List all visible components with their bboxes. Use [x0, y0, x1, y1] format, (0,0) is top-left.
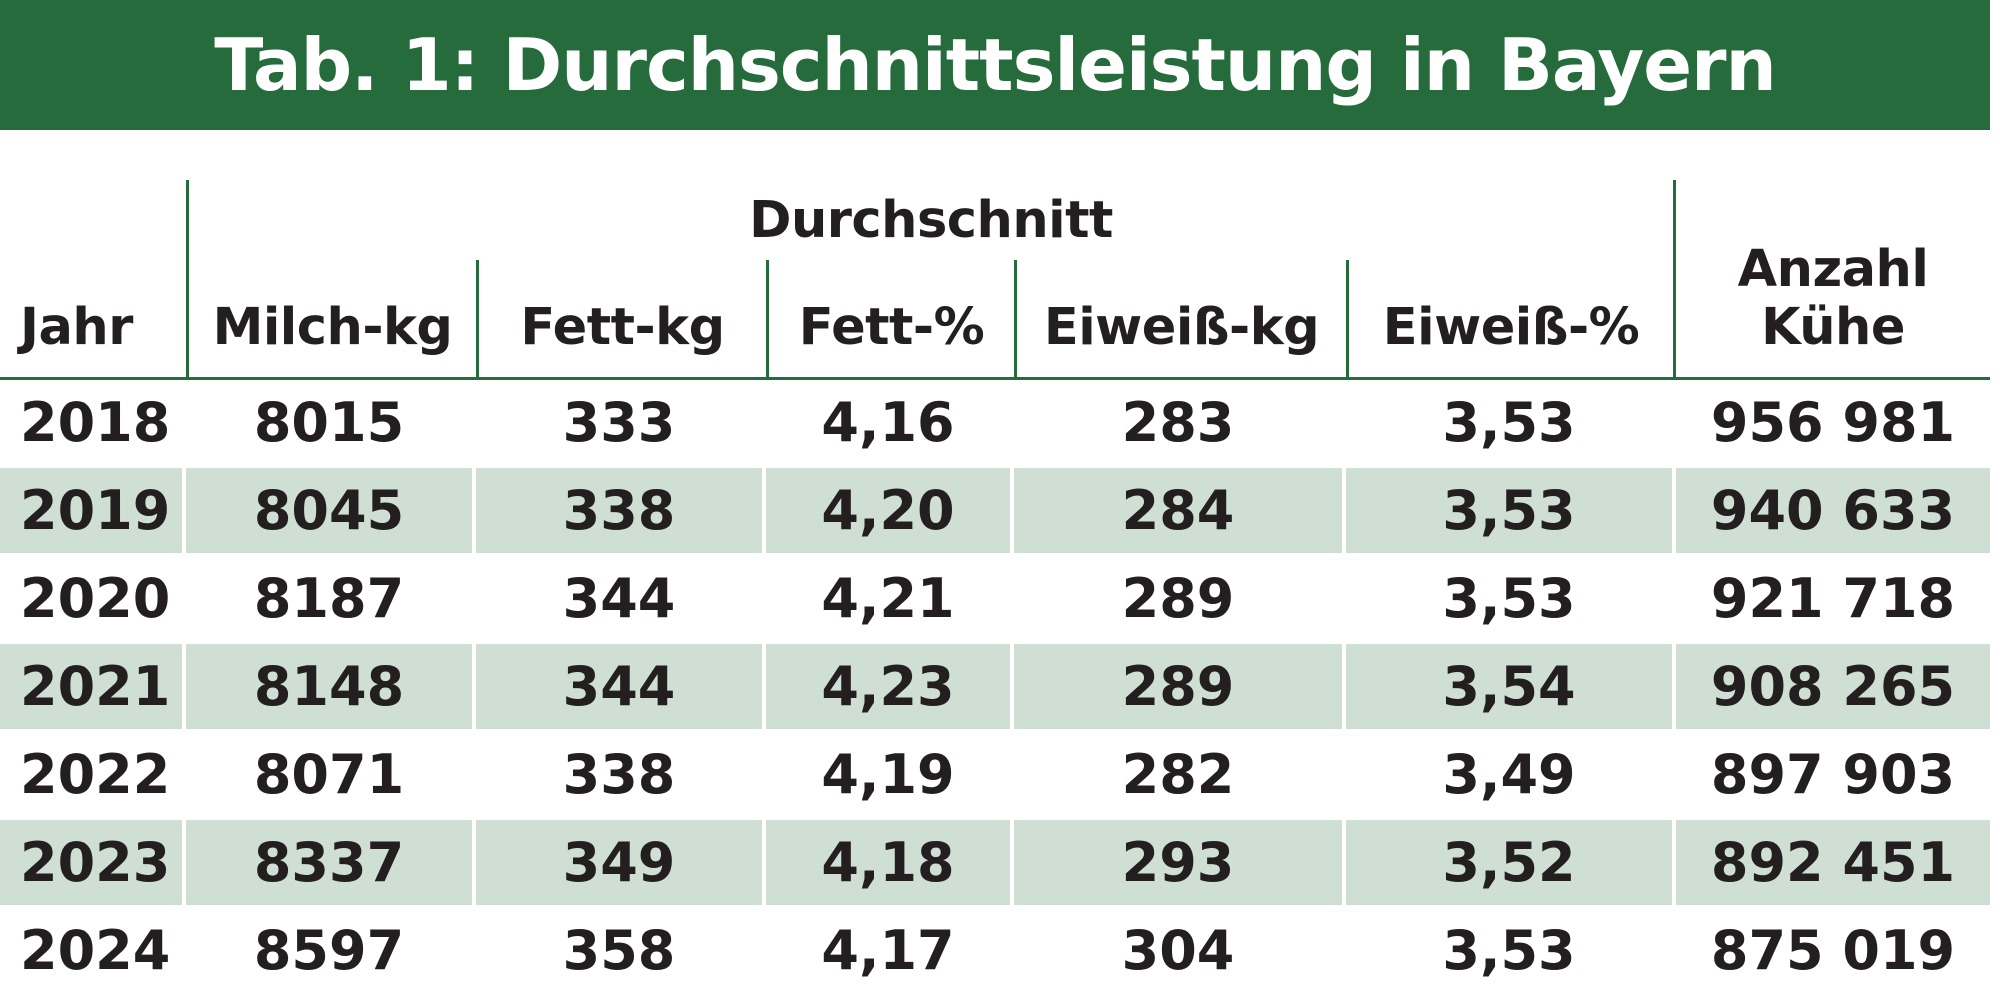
cell-milch-kg: 8071	[186, 732, 476, 820]
cell-eiweiss-pct: 3,53	[1346, 380, 1677, 468]
cell-fett-kg: 349	[476, 820, 766, 908]
table-row: 2019 8045 338 4,20 284 3,53 940 633	[0, 468, 1991, 556]
col-header-milch-kg: Milch-kg	[186, 260, 476, 380]
cell-anzahl-kuehe: 921 718	[1676, 556, 1991, 644]
col-header-eiweiss-kg: Eiweiß-kg	[1014, 260, 1346, 380]
cell-eiweiss-pct: 3,53	[1346, 556, 1677, 644]
cell-milch-kg: 8045	[186, 468, 476, 556]
cell-fett-pct: 4,18	[766, 820, 1014, 908]
cell-anzahl-kuehe: 897 903	[1676, 732, 1991, 820]
cell-fett-pct: 4,21	[766, 556, 1014, 644]
table-row: 2020 8187 344 4,21 289 3,53 921 718	[0, 556, 1991, 644]
cell-eiweiss-kg: 293	[1014, 820, 1346, 908]
cell-jahr: 2019	[0, 468, 186, 556]
cell-fett-kg: 333	[476, 380, 766, 468]
cell-fett-kg: 338	[476, 468, 766, 556]
cell-milch-kg: 8597	[186, 908, 476, 990]
cell-eiweiss-kg: 304	[1014, 908, 1346, 990]
group-header-durchschnitt: Durchschnitt	[186, 180, 1677, 260]
cell-anzahl-kuehe: 875 019	[1676, 908, 1990, 990]
cell-milch-kg: 8337	[186, 820, 476, 908]
cell-jahr: 2022	[0, 732, 186, 820]
col-header-anzahl-line1: Anzahl	[1737, 240, 1929, 299]
cell-fett-kg: 358	[476, 908, 766, 990]
cell-eiweiss-pct: 3,52	[1346, 820, 1677, 908]
cell-fett-pct: 4,19	[766, 732, 1014, 820]
cell-fett-pct: 4,20	[766, 468, 1014, 556]
cell-milch-kg: 8015	[186, 380, 476, 468]
cell-anzahl-kuehe: 892 451	[1676, 820, 1991, 908]
cell-fett-pct: 4,16	[766, 380, 1014, 468]
header-row-bottom: Milch-kg Fett-kg Fett-% Eiweiß-kg Eiweiß…	[0, 260, 1990, 380]
cell-eiweiss-pct: 3,54	[1346, 644, 1677, 732]
cell-jahr: 2021	[0, 644, 186, 732]
table-row: 2018 8015 333 4,16 283 3,53 956 981	[0, 380, 1991, 468]
cell-eiweiss-kg: 283	[1014, 380, 1346, 468]
col-header-eiweiss-pct: Eiweiß-%	[1346, 260, 1677, 380]
cell-eiweiss-pct: 3,49	[1346, 732, 1677, 820]
cell-fett-kg: 344	[476, 556, 766, 644]
col-header-anzahl-line2: Kühe	[1761, 298, 1905, 357]
cell-jahr: 2020	[0, 556, 186, 644]
cell-milch-kg: 8187	[186, 556, 476, 644]
performance-table: Jahr Durchschnitt Anzahl Kühe Milch-kg F…	[0, 180, 1991, 990]
col-header-fett-kg: Fett-kg	[476, 260, 766, 380]
cell-eiweiss-pct: 3,53	[1346, 468, 1677, 556]
cell-fett-pct: 4,17	[766, 908, 1014, 990]
cell-fett-kg: 344	[476, 644, 766, 732]
cell-eiweiss-kg: 284	[1014, 468, 1346, 556]
table-row: 2024 8597 358 4,17 304 3,53 875 019	[0, 908, 1990, 990]
col-header-jahr: Jahr	[0, 180, 186, 380]
col-header-anzahl-kuehe: Anzahl Kühe	[1676, 180, 1991, 380]
table-row: 2021 8148 344 4,23 289 3,54 908 265	[0, 644, 1991, 732]
cell-fett-kg: 338	[476, 732, 766, 820]
col-header-fett-pct: Fett-%	[766, 260, 1014, 380]
cell-anzahl-kuehe: 940 633	[1676, 468, 1991, 556]
cell-eiweiss-kg: 289	[1014, 644, 1346, 732]
cell-milch-kg: 8148	[186, 644, 476, 732]
cell-anzahl-kuehe: 956 981	[1676, 380, 1991, 468]
cell-jahr: 2018	[0, 380, 186, 468]
cell-anzahl-kuehe: 908 265	[1676, 644, 1991, 732]
table-title: Tab. 1: Durchschnittsleistung in Bayern	[214, 23, 1777, 107]
cell-jahr: 2023	[0, 820, 186, 908]
cell-eiweiss-kg: 289	[1014, 556, 1346, 644]
cell-jahr: 2024	[0, 908, 186, 990]
table-row: 2023 8337 349 4,18 293 3,52 892 451	[0, 820, 1991, 908]
title-banner: Tab. 1: Durchschnittsleistung in Bayern	[0, 0, 1990, 130]
table-row: 2022 8071 338 4,19 282 3,49 897 903	[0, 732, 1991, 820]
cell-fett-pct: 4,23	[766, 644, 1014, 732]
cell-eiweiss-pct: 3,53	[1346, 908, 1677, 990]
header-row-top: Jahr Durchschnitt Anzahl Kühe	[0, 180, 1991, 380]
cell-eiweiss-kg: 282	[1014, 732, 1346, 820]
